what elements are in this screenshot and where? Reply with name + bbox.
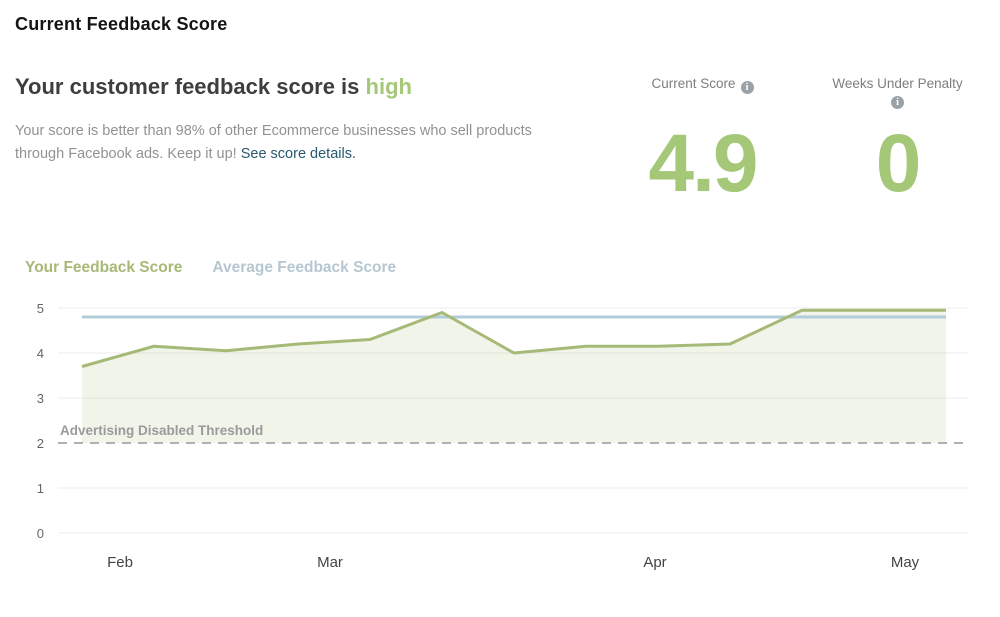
x-tick-label: May: [891, 554, 920, 571]
page-title: Current Feedback Score: [15, 14, 228, 34]
x-tick-label: Feb: [107, 554, 133, 571]
y-tick-label: 5: [37, 301, 44, 316]
your-score-line: [81, 308, 946, 368]
current-score-value: 4.9: [648, 118, 759, 209]
x-tick-label: Mar: [317, 554, 343, 571]
weeks-under-penalty-stat: Weeks Under Penalty i 0: [815, 75, 980, 215]
info-icon[interactable]: i: [891, 96, 904, 109]
legend-item-your-feedback-score: Your Feedback Score: [25, 259, 183, 276]
x-tick-label: Apr: [643, 554, 666, 571]
y-tick-label: 3: [37, 391, 44, 406]
feedback-status: high: [365, 74, 412, 99]
current-score-stat: Current Score i 4.9: [615, 75, 790, 215]
see-score-details-link[interactable]: See score details.: [240, 145, 356, 162]
weeks-under-penalty-value: 0: [875, 118, 922, 209]
threshold-label: Advertising Disabled Threshold: [60, 423, 263, 438]
y-tick-label: 4: [37, 346, 44, 361]
feedback-heading-text: Your customer feedback score is: [15, 74, 360, 99]
score-description-text: Your score is better than 98% of other E…: [15, 123, 532, 162]
legend-item-average-feedback-score: Average Feedback Score: [212, 259, 397, 276]
chart-legend: Your Feedback Score Average Feedback Scor…: [25, 259, 396, 277]
weeks-under-penalty-label: Weeks Under Penalty: [832, 76, 963, 91]
weeks-under-penalty-label-row: Weeks Under Penalty i: [815, 75, 980, 109]
current-score-label: Current Score: [651, 76, 736, 91]
score-description: Your score is better than 98% of other E…: [15, 120, 571, 166]
current-score-label-row: Current Score i: [615, 75, 790, 94]
feedback-heading: Your customer feedback score is high: [15, 74, 412, 100]
your-score-area: [82, 310, 946, 443]
y-tick-label: 1: [37, 481, 44, 496]
y-tick-label: 0: [37, 526, 44, 541]
y-tick-label: 2: [37, 436, 44, 451]
info-icon[interactable]: i: [740, 81, 754, 94]
